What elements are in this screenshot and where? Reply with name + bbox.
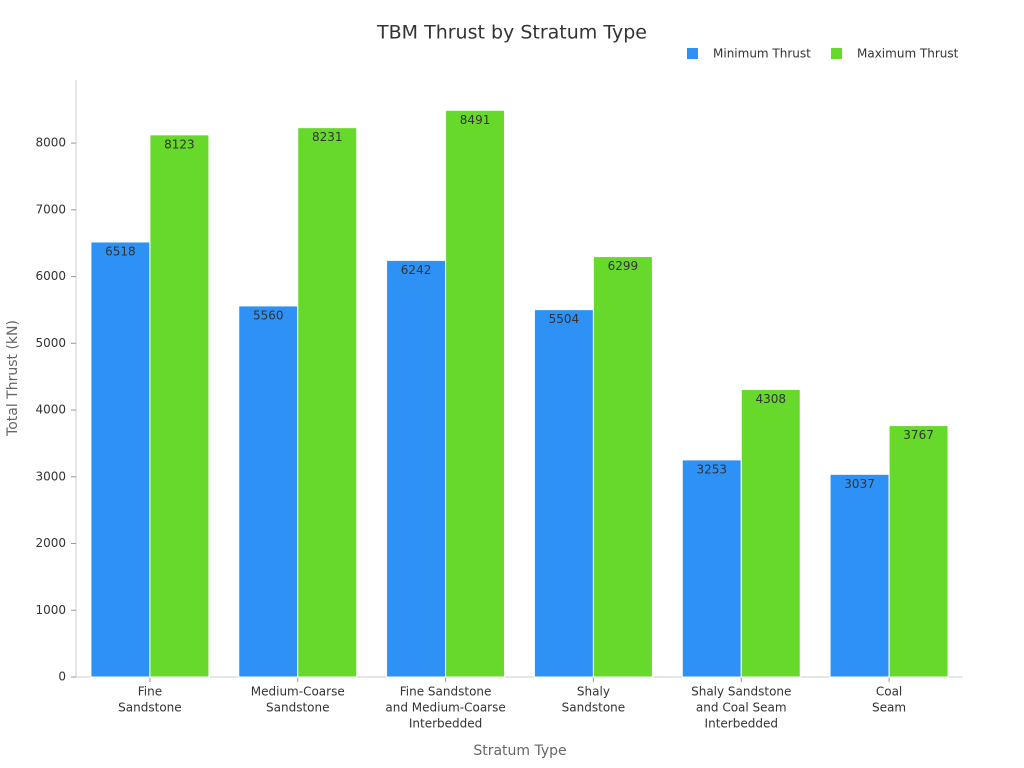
bar <box>740 388 801 678</box>
bar <box>681 459 742 678</box>
x-tick-label: Interbedded <box>705 717 778 731</box>
x-tick-label: Shaly <box>577 685 610 699</box>
y-tick-label: 2000 <box>35 536 66 550</box>
value-label: 4308 <box>755 392 786 406</box>
value-label: 5560 <box>253 308 284 322</box>
x-tick-label: Interbedded <box>409 717 482 731</box>
bar <box>592 256 653 678</box>
x-tick-label: and Coal Seam <box>696 701 787 715</box>
y-tick-label: 3000 <box>35 469 66 483</box>
bar <box>888 425 949 678</box>
value-label: 3037 <box>844 477 875 491</box>
legend-label: Minimum Thrust <box>713 47 811 61</box>
y-tick-label: 1000 <box>35 603 66 617</box>
y-tick-label: 0 <box>58 670 66 684</box>
chart-title: TBM Thrust by Stratum Type <box>376 22 647 44</box>
value-label: 3767 <box>903 428 934 442</box>
value-label: 6299 <box>608 259 639 273</box>
bar <box>445 109 506 678</box>
bar <box>149 134 210 678</box>
value-label: 8231 <box>312 130 343 144</box>
y-tick-label: 4000 <box>35 403 66 417</box>
x-tick-label: Fine <box>138 685 162 699</box>
x-tick-label: Fine Sandstone <box>400 685 492 699</box>
x-axis-label: Stratum Type <box>473 743 566 759</box>
x-tick-label: Sandstone <box>266 701 329 715</box>
x-tick-label: Coal <box>876 685 902 699</box>
y-axis-label: Total Thrust (kN) <box>5 320 21 437</box>
x-tick-label: and Medium-Coarse <box>385 701 505 715</box>
x-tick-label: Sandstone <box>562 701 625 715</box>
value-label: 5504 <box>549 312 580 326</box>
x-tick-label: Medium-Coarse <box>251 685 345 699</box>
y-tick-label: 6000 <box>35 269 66 283</box>
x-tick-label: Seam <box>872 701 906 715</box>
value-label: 3253 <box>696 462 727 476</box>
bar <box>533 309 594 678</box>
value-label: 6518 <box>105 244 136 258</box>
value-label: 6242 <box>401 263 432 277</box>
bar <box>297 127 358 678</box>
legend-swatch <box>831 48 842 59</box>
x-tick-label: Shaly Sandstone <box>691 685 791 699</box>
x-tick-label: Sandstone <box>118 701 181 715</box>
bar <box>829 473 890 678</box>
bar <box>386 259 447 678</box>
legend-label: Maximum Thrust <box>857 47 959 61</box>
y-tick-label: 8000 <box>35 136 66 150</box>
legend-swatch <box>687 48 698 59</box>
y-tick-label: 7000 <box>35 202 66 216</box>
bar <box>90 241 151 678</box>
y-tick-label: 5000 <box>35 336 66 350</box>
value-label: 8491 <box>460 113 491 127</box>
bar <box>238 305 299 678</box>
value-label: 8123 <box>164 137 195 151</box>
